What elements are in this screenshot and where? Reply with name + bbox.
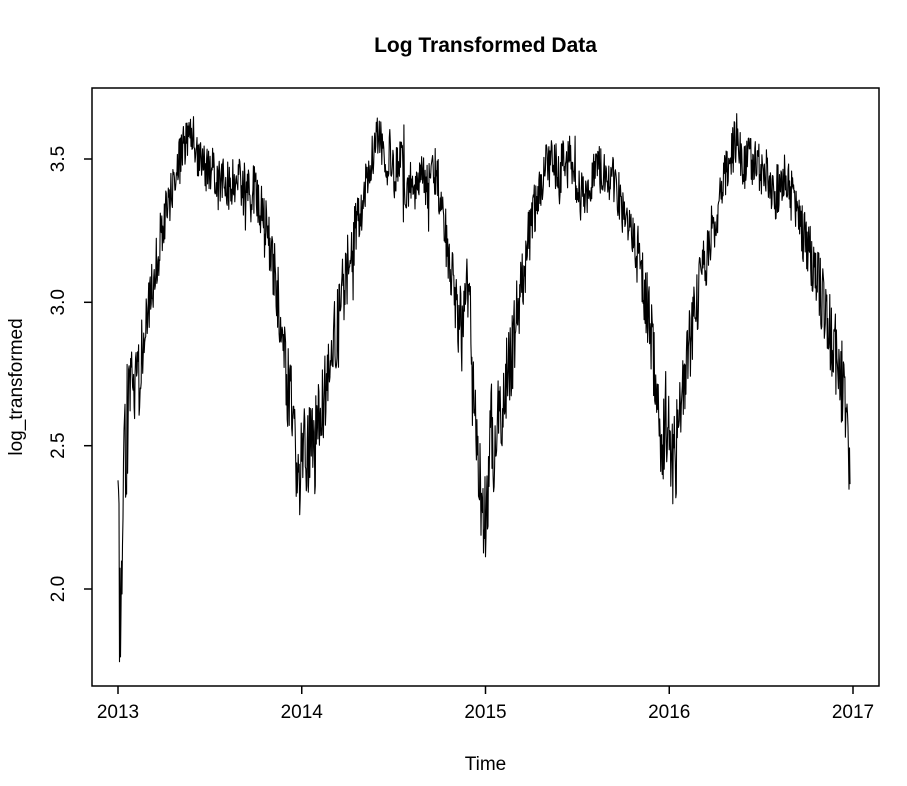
x-axis-ticks	[117, 686, 854, 694]
y-axis-label: log_transformed	[6, 318, 27, 455]
x-tick-label: 2013	[97, 702, 139, 723]
y-tick-label: 3.0	[48, 289, 69, 315]
y-axis-ticks	[84, 158, 92, 590]
x-tick-label: 2014	[281, 702, 324, 723]
x-tick-label: 2016	[648, 702, 690, 723]
plot-title: Log Transformed Data	[374, 34, 597, 57]
x-tick-label: 2015	[464, 702, 506, 723]
y-tick-label: 3.5	[48, 146, 69, 172]
y-tick-label: 2.5	[48, 432, 69, 458]
series-line	[117, 113, 851, 663]
x-tick-label: 2017	[832, 702, 874, 723]
y-tick-label: 2.0	[48, 576, 69, 602]
x-axis-label: Time	[465, 754, 507, 775]
